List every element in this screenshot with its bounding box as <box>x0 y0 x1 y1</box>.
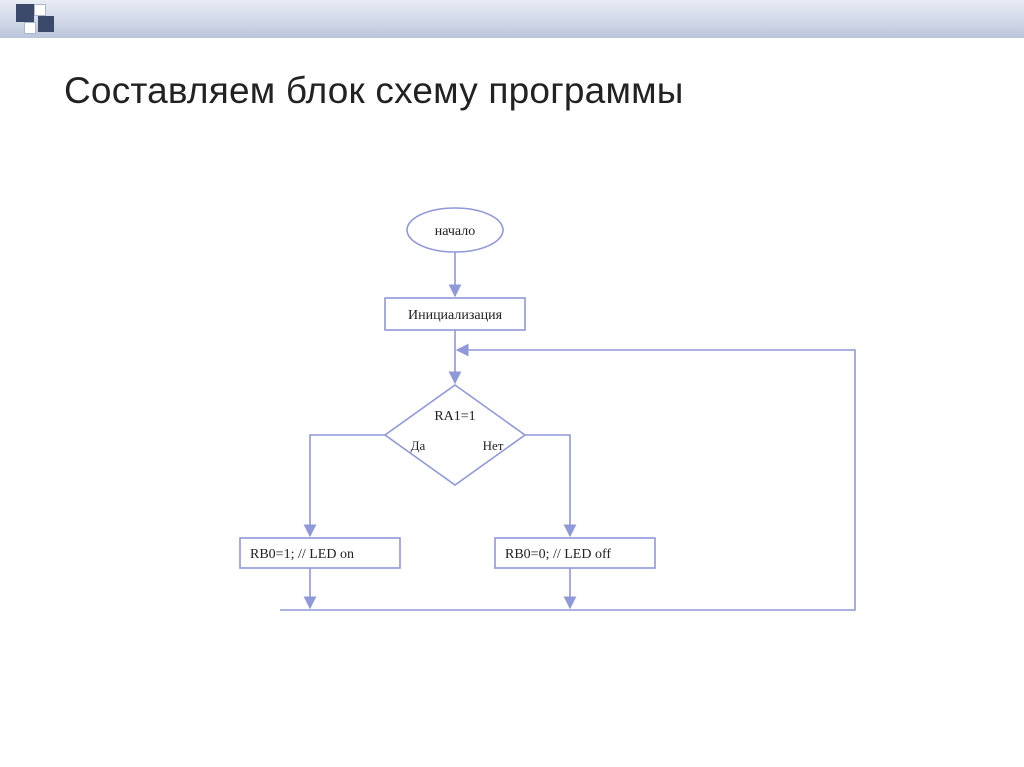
deco-square <box>34 4 46 16</box>
edge-loop-back <box>280 350 855 610</box>
page-title: Составляем блок схему программы <box>64 70 684 112</box>
node-led-on-label: RB0=1; // LED on <box>250 547 354 562</box>
topbar-decoration <box>16 4 56 34</box>
topbar-gradient <box>0 0 1024 38</box>
node-start: начало <box>407 208 503 252</box>
flowchart-canvas: начало Инициализация RA1=1 Да Нет RB0=1;… <box>0 160 1024 720</box>
slide-topbar <box>0 0 1024 38</box>
branch-yes-label: Да <box>411 438 426 453</box>
node-condition-label: RA1=1 <box>434 409 475 424</box>
deco-square <box>16 4 34 22</box>
node-led-off: RB0=0; // LED off <box>495 538 655 568</box>
edge-cond-ledon <box>310 435 385 536</box>
node-condition: RA1=1 Да Нет <box>385 385 525 485</box>
node-init: Инициализация <box>385 298 525 330</box>
node-init-label: Инициализация <box>408 308 503 323</box>
node-led-on: RB0=1; // LED on <box>240 538 400 568</box>
deco-square <box>24 22 36 34</box>
node-start-label: начало <box>435 224 476 239</box>
branch-no-label: Нет <box>483 438 504 453</box>
deco-square <box>38 16 54 32</box>
edge-cond-ledoff <box>525 435 570 536</box>
node-led-off-label: RB0=0; // LED off <box>505 547 611 562</box>
